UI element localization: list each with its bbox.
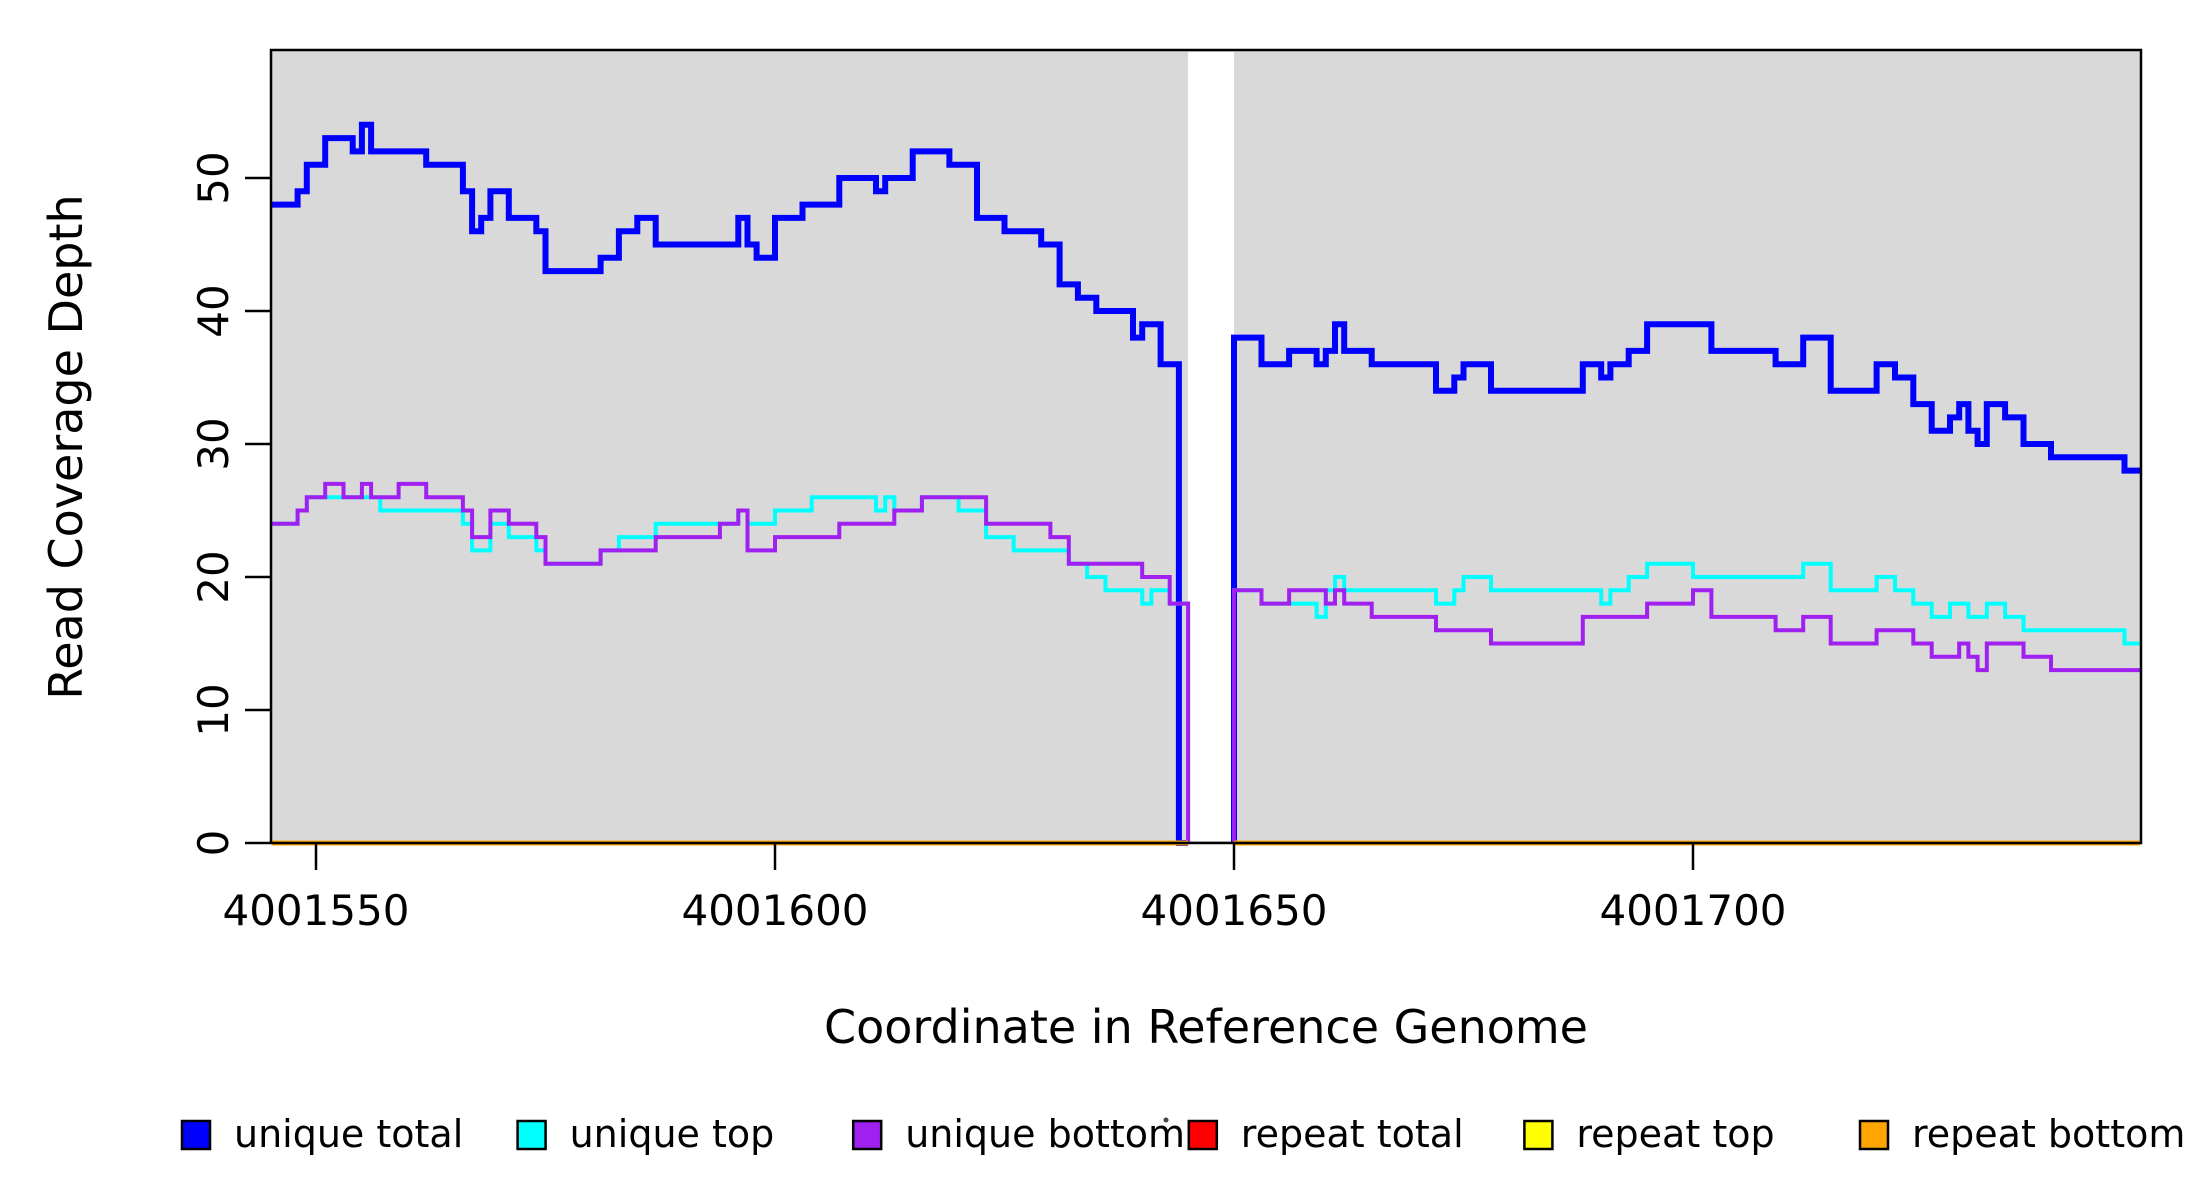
legend-label-unique-top: unique top (570, 1112, 775, 1156)
legend-swatch-unique-bottom (851, 1119, 883, 1151)
legend-label-repeat-bottom: repeat bottom (1912, 1112, 2185, 1156)
series-unique-total (271, 121, 1189, 846)
series-unique-total (1231, 321, 2141, 843)
plot-area (269, 48, 2143, 846)
y-tick-label: 30 (189, 417, 238, 470)
x-tick-label: 4001650 (1140, 886, 1327, 935)
axis-ticks: 4001550 4001600 4001650 4001700 0 10 20 30 40 50 (189, 151, 1787, 935)
y-axis-title: Read Coverage Depth (39, 194, 93, 699)
series-unique-bottom (271, 481, 1191, 843)
no-data-gap-band (1188, 52, 1234, 841)
x-axis-title: Coordinate in Reference Genome (824, 1000, 1588, 1054)
legend: unique total unique top unique bottom repea… (180, 1112, 2185, 1156)
x-tick-label: 4001600 (681, 886, 868, 935)
y-tick-label: 40 (189, 284, 238, 337)
y-tick-label: 0 (189, 830, 238, 857)
legend-swatch-repeat-bottom (1858, 1119, 1890, 1151)
series-unique-top (1232, 561, 2141, 843)
plot-box (269, 48, 2143, 845)
y-tick-label: 20 (189, 550, 238, 603)
legend-label-repeat-top: repeat top (1576, 1112, 1774, 1156)
x-tick-label: 4001700 (1599, 886, 1786, 935)
y-tick-label: 10 (189, 683, 238, 736)
legend-swatch-repeat-top (1523, 1119, 1554, 1151)
x-tick-label: 4001550 (222, 886, 409, 935)
series-unique-bottom (1232, 588, 2141, 843)
stray-dot (1163, 1117, 1169, 1123)
y-tick-label: 50 (189, 151, 238, 204)
series-unique-top (271, 495, 1191, 843)
legend-label-unique-total: unique total (234, 1112, 463, 1156)
legend-swatch-repeat-total (1187, 1119, 1219, 1151)
legend-label-unique-bottom: unique bottom (905, 1112, 1185, 1156)
legend-swatch-unique-top (516, 1119, 547, 1151)
legend-label-repeat-total: repeat total (1241, 1112, 1464, 1156)
legend-swatch-unique-total (180, 1119, 212, 1151)
